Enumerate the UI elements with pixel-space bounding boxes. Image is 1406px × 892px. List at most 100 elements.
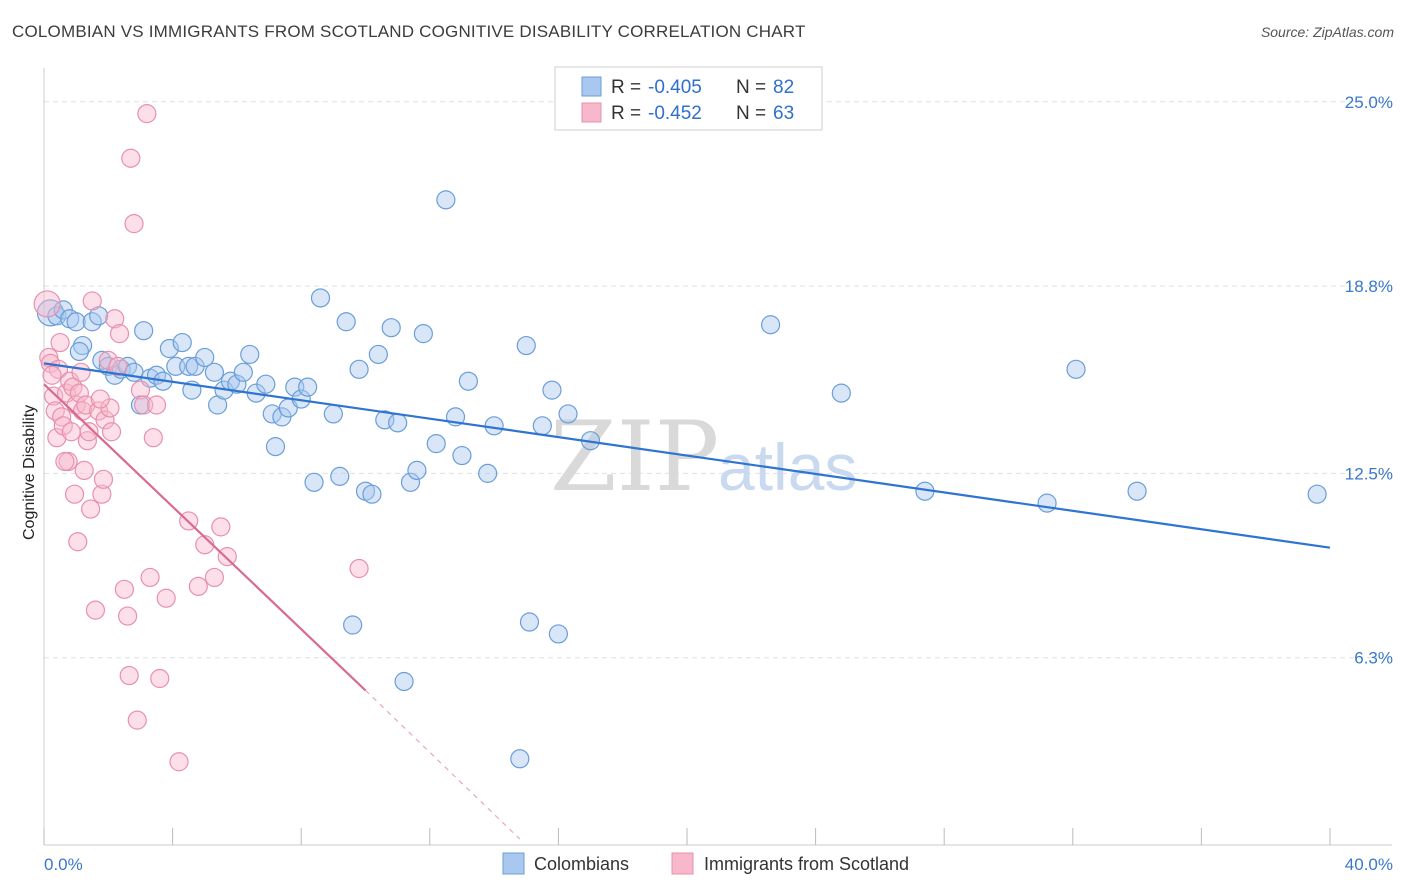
data-point (343, 615, 363, 635)
data-point (169, 752, 189, 772)
data-point (330, 466, 350, 486)
data-point (95, 410, 115, 430)
data-point (172, 332, 192, 353)
data-point (92, 484, 112, 504)
data-point (79, 422, 99, 442)
data-point (304, 472, 324, 492)
data-point (400, 472, 421, 492)
data-point (368, 344, 388, 365)
data-point (130, 380, 151, 400)
data-point (204, 362, 224, 382)
series-scotland-points (33, 104, 369, 772)
data-point (108, 356, 128, 376)
bottom-legend: Colombians Immigrants from Scotland (502, 852, 909, 875)
data-point (127, 710, 147, 730)
y-tick-labels: 6.3% 12.5% 18.8% 25.0% (1345, 93, 1393, 668)
bottom-legend-swatch-colombians (502, 852, 525, 875)
data-point (137, 104, 157, 124)
data-point (119, 665, 139, 686)
data-point (478, 463, 498, 483)
data-point (349, 558, 369, 579)
data-point (436, 190, 456, 210)
data-point (85, 600, 106, 620)
x-tick-label-min: 0.0% (44, 855, 83, 874)
data-point (117, 606, 138, 626)
chart-title: COLOMBIAN VS IMMIGRANTS FROM SCOTLAND CO… (12, 22, 806, 41)
legend-n-label-2: N = (736, 103, 766, 124)
data-point (146, 395, 167, 415)
legend-n-value-1: 82 (773, 77, 794, 98)
data-point (323, 404, 343, 424)
legend-swatch-colombians (581, 76, 602, 97)
data-point (66, 312, 86, 332)
data-point (458, 371, 478, 391)
data-point (1037, 493, 1057, 513)
data-point (310, 288, 331, 308)
data-point (532, 416, 552, 436)
data-point (47, 428, 67, 448)
data-point (81, 499, 101, 519)
data-point (64, 484, 85, 504)
data-point (33, 290, 61, 318)
trend-line (43, 362, 1331, 549)
data-point (1127, 481, 1147, 501)
data-point (516, 335, 536, 356)
data-point (140, 567, 160, 588)
legend-box: R = -0.405 N = 82 R = -0.452 N = 63 (554, 66, 823, 131)
bottom-legend-scotland: Immigrants from Scotland (704, 854, 909, 874)
data-point (542, 380, 562, 400)
data-point (71, 362, 91, 382)
legend-r-value-2: -0.452 (648, 103, 702, 124)
legend-n-value-2: 63 (773, 103, 794, 124)
data-point (98, 350, 118, 371)
series-colombians-points (36, 190, 1327, 769)
data-point (548, 624, 569, 644)
data-point (388, 413, 408, 433)
data-point (156, 588, 176, 608)
data-point (413, 324, 433, 344)
data-point (336, 312, 356, 332)
data-point (394, 671, 414, 692)
legend-n-label-1: N = (736, 77, 766, 98)
data-point (519, 612, 540, 632)
trend-lines (43, 362, 1331, 840)
legend-r-label-1: R = (611, 77, 641, 98)
y-tick-label: 12.5% (1345, 464, 1393, 483)
data-point (42, 365, 62, 385)
data-point (452, 445, 472, 466)
data-point (381, 318, 401, 338)
data-point (121, 148, 141, 168)
data-point (68, 532, 88, 552)
data-point (407, 460, 427, 481)
chart-source: Source: ZipAtlas.com (1260, 24, 1394, 40)
data-point (90, 389, 110, 409)
data-point (510, 749, 530, 769)
data-point (179, 356, 199, 376)
watermark-atlas: atlas (718, 430, 857, 504)
legend-r-value-1: -0.405 (648, 77, 702, 98)
data-point (558, 404, 578, 424)
data-point (150, 668, 170, 689)
data-point (217, 547, 237, 567)
bottom-legend-swatch-scotland (671, 852, 694, 875)
data-point (256, 374, 276, 394)
legend-swatch-scotland (581, 102, 602, 123)
data-point (760, 315, 781, 335)
y-tick-label: 18.8% (1345, 277, 1393, 296)
data-point (426, 434, 446, 454)
data-point (265, 437, 286, 457)
data-point (72, 335, 93, 356)
trend-line-extension (365, 689, 521, 840)
y-tick-label: 6.3% (1354, 649, 1393, 668)
data-point (240, 344, 260, 365)
y-tick-label: 25.0% (1345, 93, 1393, 112)
data-point (1066, 359, 1086, 379)
x-tick-label-max: 40.0% (1345, 855, 1393, 874)
data-point (74, 460, 94, 481)
data-point (134, 321, 154, 341)
trend-line (43, 383, 367, 692)
bottom-legend-colombians: Colombians (534, 854, 629, 874)
data-point (109, 324, 130, 344)
legend-r-label-2: R = (611, 103, 641, 124)
